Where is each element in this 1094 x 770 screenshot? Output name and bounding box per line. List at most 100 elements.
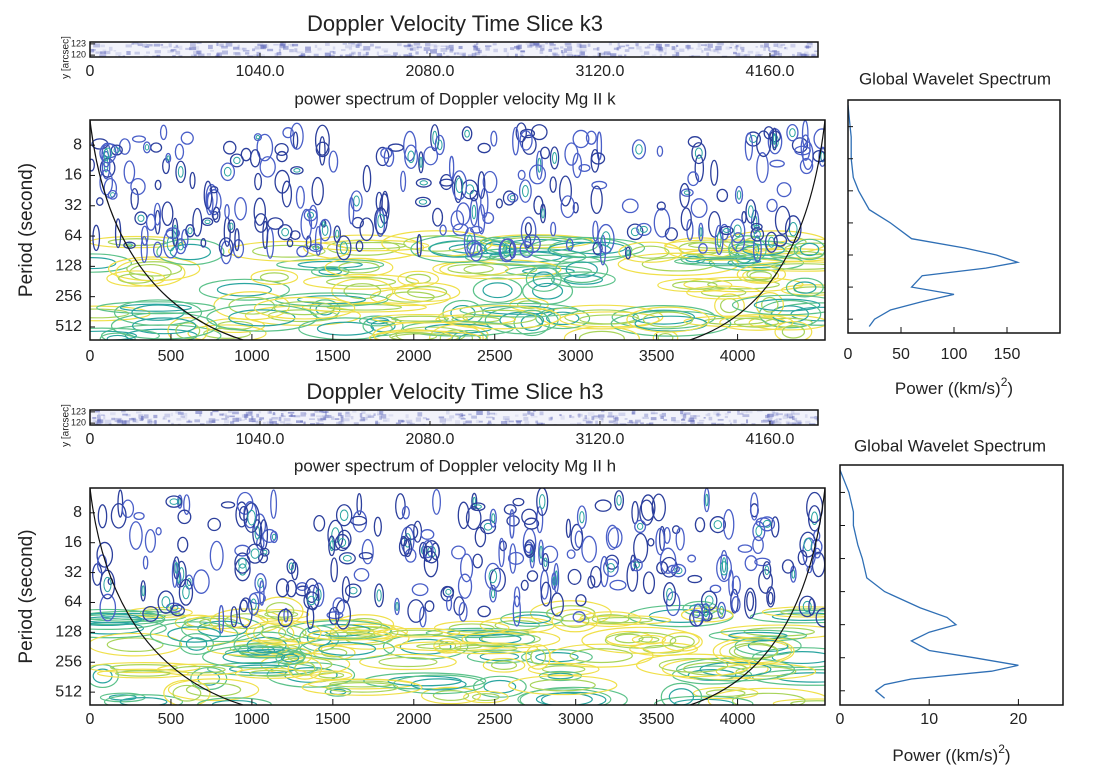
strip-texture: [250, 411, 253, 416]
strip-texture: [439, 418, 446, 423]
strip-texture: [640, 422, 644, 424]
contour-decor: [238, 563, 247, 576]
strip-texture: [253, 54, 258, 57]
contour-decor: [229, 222, 234, 230]
contour-decor: [159, 124, 168, 141]
contour-decor: [705, 493, 709, 507]
contour-decor: [540, 691, 607, 705]
strip-texture: [559, 414, 562, 417]
contour-decor: [624, 246, 632, 260]
contour-decor: [529, 544, 536, 569]
strip-texture: [608, 420, 614, 424]
x-tick-label: 3500: [639, 348, 675, 365]
strip-texture: [193, 54, 197, 56]
contour-decor: [591, 614, 630, 625]
contour-decor: [174, 143, 185, 161]
contour-decor: [177, 166, 184, 178]
strip-texture: [280, 410, 287, 412]
strip-texture: [413, 42, 421, 46]
y-tick-label: 16: [64, 534, 82, 551]
x-tick-label: 0: [86, 348, 95, 365]
strip-texture: [173, 46, 180, 49]
contour-decor: [321, 224, 329, 236]
strip-texture: [383, 54, 391, 57]
contour-decor: [374, 207, 388, 235]
strip-texture: [809, 423, 816, 425]
contour-decor: [793, 281, 817, 294]
contour-decor: [229, 153, 244, 168]
contour-decor: [227, 219, 236, 234]
contour-decor: [548, 643, 654, 668]
strip-texture: [735, 47, 738, 51]
contour-decor: [305, 235, 312, 250]
chart-title: Doppler Velocity Time Slice k3: [307, 11, 603, 36]
contour-decor: [709, 516, 726, 534]
contour-decor: [411, 583, 429, 597]
strip-texture: [242, 49, 250, 52]
strip-texture: [332, 46, 336, 50]
strip-texture: [664, 52, 667, 56]
strip-texture: [164, 413, 171, 418]
contour-decor: [610, 310, 732, 337]
strip-texture: [792, 415, 795, 421]
strip-texture: [324, 411, 327, 416]
strip-texture: [587, 412, 595, 417]
strip-texture: [516, 421, 521, 425]
contour-decor: [563, 274, 604, 285]
strip-texture: [552, 52, 557, 56]
contour-decor: [169, 498, 179, 505]
contour-decor: [578, 330, 625, 340]
contour-decor: [439, 224, 447, 236]
contour-decor: [209, 540, 224, 571]
strip-texture: [755, 51, 760, 55]
contour-decor: [752, 535, 764, 555]
contour-decor: [306, 605, 315, 630]
strip-texture: [673, 420, 680, 424]
contour-decor: [490, 660, 518, 670]
x-tick-label: 0: [86, 63, 95, 80]
contour-decor: [99, 332, 136, 340]
strip-texture: [375, 46, 381, 49]
contour-decor: [207, 517, 222, 532]
contour-decor: [90, 158, 95, 172]
contour-decor: [771, 651, 825, 665]
strip-texture: [517, 44, 522, 50]
contour-decor: [519, 130, 533, 151]
contour-decor: [295, 185, 305, 209]
contour-decor: [500, 611, 564, 627]
strip-texture: [740, 410, 748, 414]
strip-texture: [796, 54, 804, 57]
strip-texture: [449, 415, 455, 419]
strip-texture: [465, 420, 472, 424]
strip-texture: [274, 52, 279, 57]
contour-decor: [519, 686, 628, 705]
contour-decor: [321, 648, 348, 658]
strip-texture: [233, 46, 239, 49]
strip-texture: [761, 420, 768, 423]
strip-texture: [146, 51, 150, 54]
y-tick-label: 120: [71, 50, 86, 60]
strip-texture: [690, 416, 698, 420]
strip-texture: [262, 44, 269, 49]
contour-decor: [716, 232, 722, 248]
strip-texture: [613, 420, 618, 425]
strip-texture: [212, 419, 220, 421]
contour-decor: [746, 591, 755, 612]
strip-texture: [792, 53, 795, 57]
strip-texture: [324, 52, 331, 57]
strip-texture: [359, 419, 366, 422]
contour-decor: [526, 570, 539, 582]
contour-decor: [716, 188, 729, 203]
contour-decor: [700, 288, 747, 297]
contour-decor: [97, 504, 108, 529]
strip-texture: [256, 51, 261, 56]
contour-decor: [90, 612, 142, 627]
strip-texture: [446, 55, 450, 57]
contour-decor: [521, 185, 529, 198]
strip-texture: [266, 421, 273, 425]
strip-texture: [624, 49, 630, 52]
contour-decor: [173, 224, 177, 240]
strip-texture: [307, 55, 311, 57]
contour-decor: [129, 521, 143, 550]
strip-texture: [659, 414, 662, 417]
